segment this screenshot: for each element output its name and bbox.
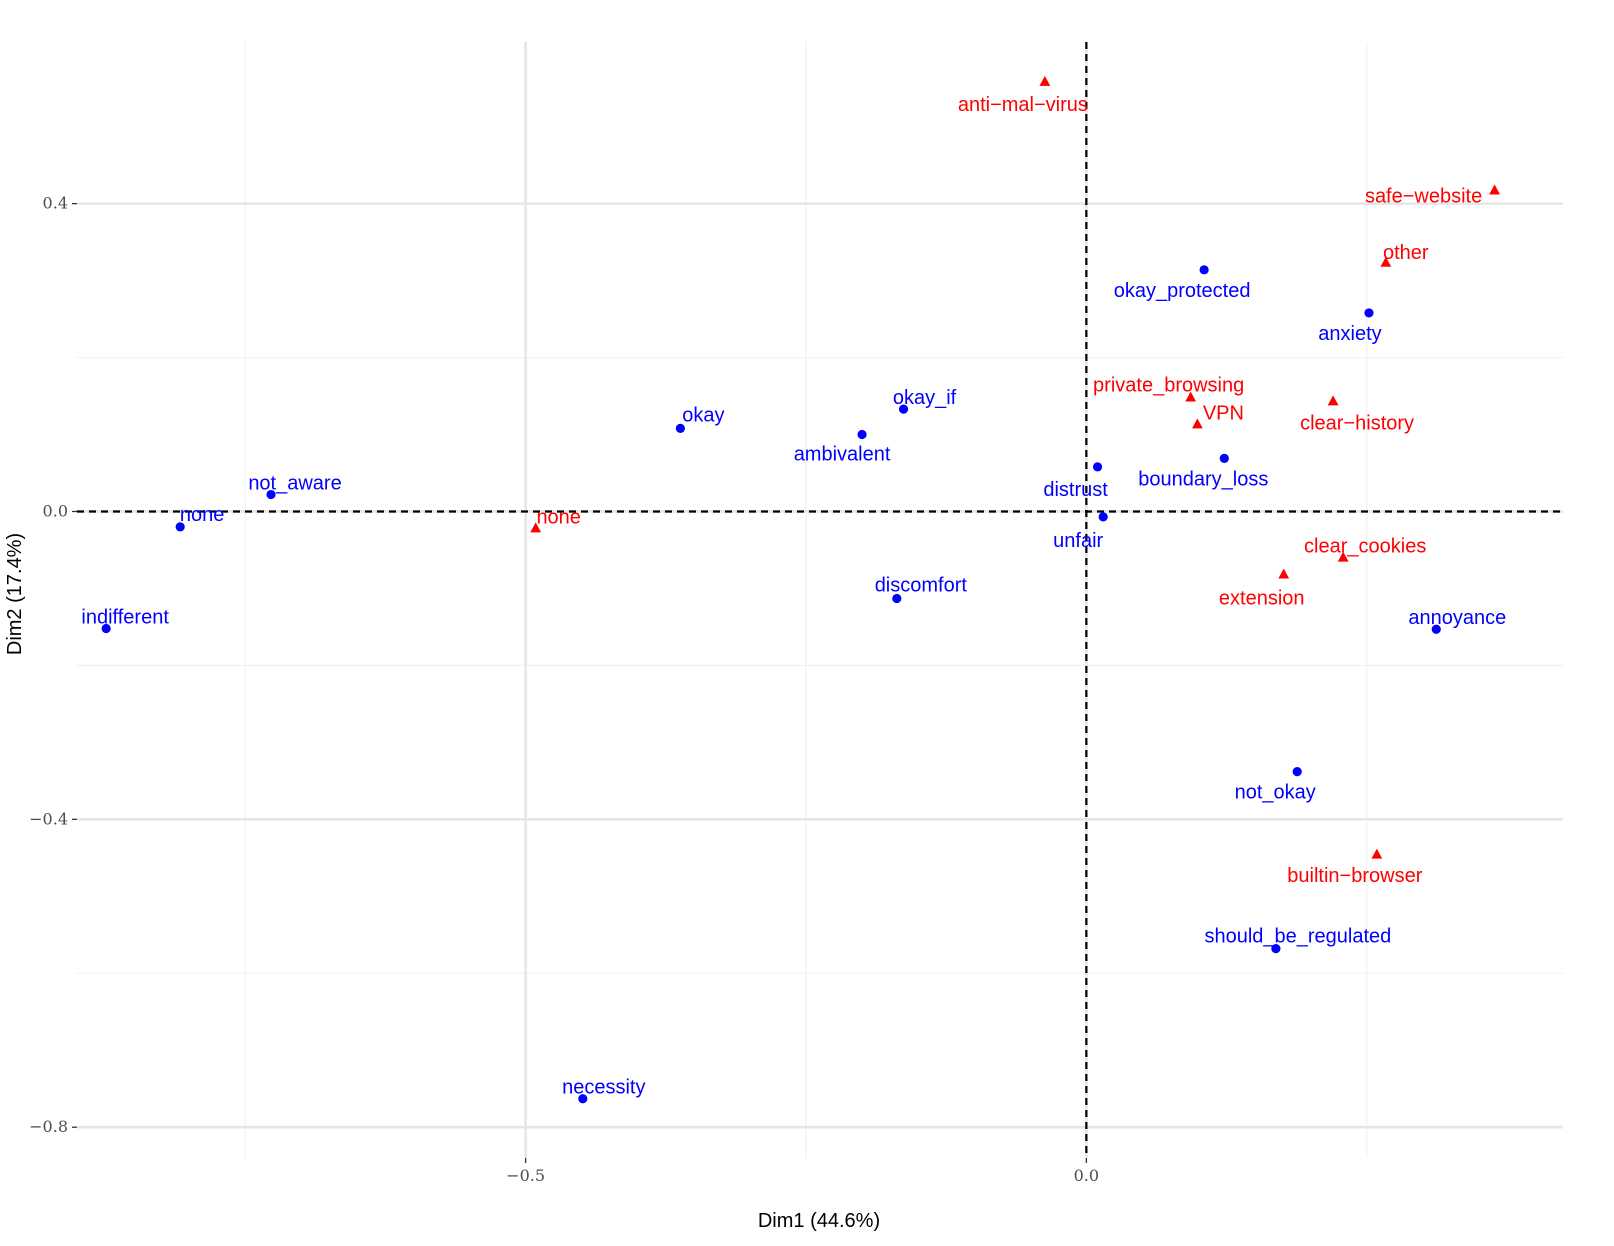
x-axis-title: Dim1 (44.6%) (758, 1210, 880, 1232)
point-attitudes (175, 522, 185, 532)
point-label: okay (682, 404, 724, 426)
point-practices (1380, 256, 1392, 267)
point-attitudes (1431, 624, 1441, 634)
point-practices (1039, 76, 1051, 86)
point-practices (530, 522, 542, 533)
y-tick-label: −0.4 (29, 809, 68, 828)
grid (77, 42, 1563, 1158)
point-label: indifferent (81, 606, 169, 628)
data-labels: necessity indifferent none not_aware okay amb… (81, 94, 1506, 1099)
point-practices (1278, 568, 1290, 579)
y-tick-label: 0.0 (43, 501, 68, 520)
point-attitudes (1092, 462, 1103, 472)
point-label: VPN (1203, 403, 1244, 425)
point-attitudes (101, 623, 111, 634)
point-label: safe−website (1365, 186, 1482, 208)
reference-lines (77, 42, 1563, 1158)
point-label: not_okay (1235, 782, 1316, 804)
axes: −0.5 0.0 0.4 0.0 −0.4 −0.8 (29, 194, 1099, 1185)
point-attitudes (578, 1094, 588, 1104)
point-attitudes (1219, 453, 1229, 463)
point-label: discomfort (875, 574, 968, 596)
point-label: boundary_loss (1138, 468, 1268, 490)
point-label: okay_if (893, 387, 957, 409)
point-practices (1371, 848, 1383, 859)
point-label: none (180, 504, 225, 526)
point-attitudes (266, 489, 276, 500)
point-label: distrust (1043, 479, 1108, 501)
point-label: okay_protected (1114, 280, 1251, 302)
point-practices (1191, 418, 1203, 429)
point-attitudes (857, 429, 867, 440)
point-label: none (536, 506, 581, 528)
point-practices (1337, 551, 1349, 562)
point-label: should_be_regulated (1204, 926, 1391, 948)
point-practices (1185, 391, 1197, 402)
point-attitudes (1271, 944, 1281, 954)
point-label: clear−history (1300, 412, 1414, 434)
y-axis-title: Dim2 (17.4%) (4, 533, 26, 655)
point-attitudes (1364, 308, 1374, 318)
point-practices (1489, 184, 1500, 195)
point-label: ambivalent (794, 444, 891, 466)
data-points (101, 76, 1500, 1104)
point-label: not_aware (248, 473, 341, 495)
point-attitudes (1098, 512, 1108, 522)
y-tick-label: 0.4 (43, 194, 68, 213)
x-tick-label: 0.0 (1074, 1166, 1099, 1185)
point-label: necessity (562, 1077, 645, 1099)
point-label: private_browsing (1093, 375, 1244, 397)
point-label: builtin−browser (1287, 865, 1422, 887)
point-attitudes (1292, 767, 1302, 777)
point-label: anti−mal−virus (958, 94, 1088, 116)
point-label: anxiety (1318, 323, 1381, 345)
point-attitudes (898, 404, 909, 414)
point-attitudes (1199, 265, 1209, 275)
point-label: clear_cookies (1304, 536, 1426, 558)
point-label: other (1383, 242, 1429, 264)
y-tick-label: −0.8 (29, 1117, 68, 1136)
x-tick-label: −0.5 (506, 1166, 545, 1185)
point-label: extension (1219, 588, 1305, 610)
point-label: unfair (1053, 530, 1103, 552)
point-attitudes (675, 423, 685, 433)
point-label: annoyance (1408, 607, 1506, 629)
point-practices (1327, 395, 1339, 406)
point-attitudes (892, 593, 902, 604)
